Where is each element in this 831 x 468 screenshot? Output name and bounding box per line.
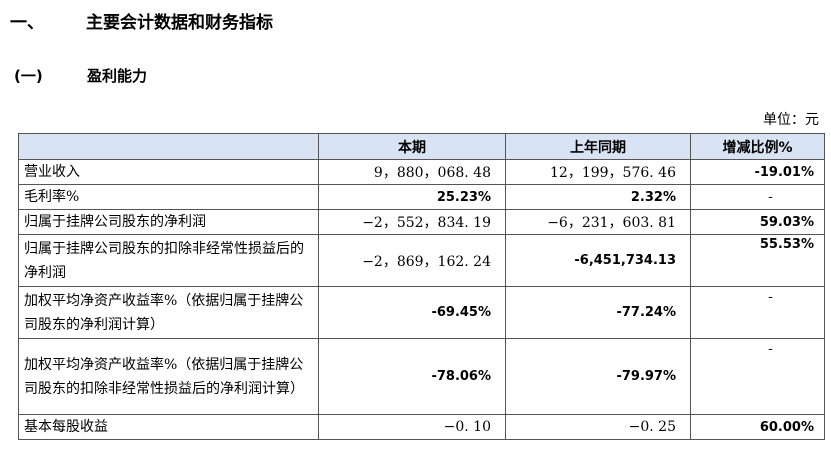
change-value: - [768,189,773,205]
current-value: −0. 10 [318,414,506,440]
current-value: 9，880，068. 48 [318,159,506,185]
current-value: −2，869，162. 24 [318,234,506,287]
row-label: 加权平均净资产收益率%（依据归属于挂牌公司股东的净利润计算） [18,286,319,339]
current-value: −2，552，834. 19 [318,209,506,235]
table-row: 归属于挂牌公司股东的扣除非经常性损益后的净利润 −2，869，162. 24 -… [18,234,825,287]
change-value: - [768,289,773,305]
unit-label: 单位：元 [763,112,819,128]
subsection-number: (一) [14,67,43,85]
change-value: 60.00% [690,414,825,440]
header-item [18,133,319,160]
subsection-title: 盈利能力 [87,67,148,85]
prior-value: -79.97% [505,338,691,415]
table-row: 归属于挂牌公司股东的净利润 −2，552，834. 19 −6，231，603.… [18,209,825,235]
table-row: 加权平均净资产收益率%（依据归属于挂牌公司股东的净利润计算） -69.45% -… [18,286,825,339]
current-value: -69.45% [318,286,506,339]
prior-value: 2.32% [505,184,691,210]
row-label: 加权平均净资产收益率%（依据归属于挂牌公司股东的扣除非经常性损益后的净利润计算） [18,338,319,415]
header-current-period: 本期 [318,133,506,160]
table-row: 营业收入 9，880，068. 48 12，199，576. 46 -19.01… [18,159,825,185]
prior-value: -77.24% [505,286,691,339]
change-value: -19.01% [690,159,825,185]
table-row: 毛利率% 25.23% 2.32% - [18,184,825,210]
prior-value: −0. 25 [505,414,691,440]
financial-table: 本期 上年同期 增减比例% 营业收入 9，880，068. 48 12，199，… [18,133,825,440]
prior-value: −6，231，603. 81 [505,209,691,235]
prior-value: 12，199，576. 46 [505,159,691,185]
change-value: 55.53% [690,234,825,287]
table-row: 加权平均净资产收益率%（依据归属于挂牌公司股东的扣除非经常性损益后的净利润计算）… [18,338,825,415]
section-title: 主要会计数据和财务指标 [86,13,273,33]
header-change-percent: 增减比例% [690,133,825,160]
table-header-row: 本期 上年同期 增减比例% [18,133,825,160]
prior-value: -6,451,734.13 [505,234,691,287]
current-value: 25.23% [318,184,506,210]
row-label: 归属于挂牌公司股东的净利润 [18,209,319,235]
change-value: - [768,341,773,357]
row-label: 营业收入 [18,159,319,185]
section-number: 一、 [10,13,44,33]
header-prior-period: 上年同期 [505,133,691,160]
table-row: 基本每股收益 −0. 10 −0. 25 60.00% [18,414,825,440]
row-label: 毛利率% [18,184,319,210]
change-value: 59.03% [690,209,825,235]
row-label: 归属于挂牌公司股东的扣除非经常性损益后的净利润 [18,234,319,287]
current-value: -78.06% [318,338,506,415]
row-label: 基本每股收益 [18,414,319,440]
